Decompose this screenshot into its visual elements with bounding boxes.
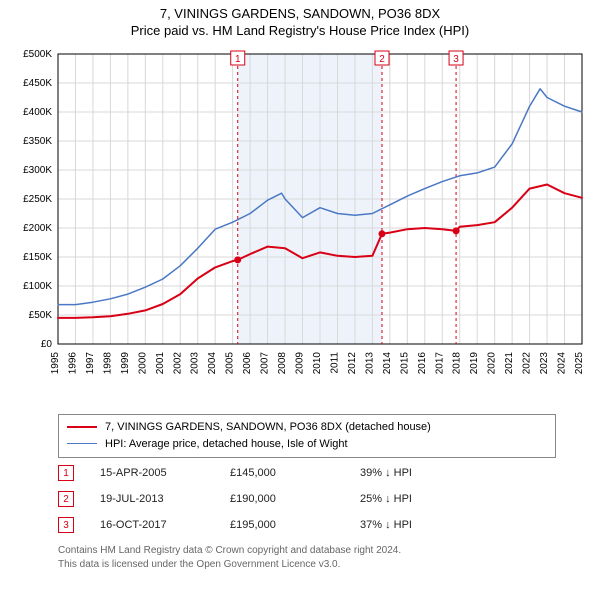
page: 7, VININGS GARDENS, SANDOWN, PO36 8DX Pr… <box>0 0 600 590</box>
legend-swatch <box>67 443 97 444</box>
x-tick-label: 1999 <box>120 352 131 375</box>
x-tick-label: 2013 <box>364 352 375 375</box>
x-tick-label: 2016 <box>417 352 428 375</box>
y-tick-label: £250K <box>23 194 52 205</box>
x-tick-label: 2004 <box>207 352 218 375</box>
x-tick-label: 2008 <box>277 352 288 375</box>
x-tick-label: 2021 <box>504 352 515 375</box>
x-tick-label: 1995 <box>50 352 61 375</box>
x-tick-label: 2022 <box>522 352 533 375</box>
title-block: 7, VININGS GARDENS, SANDOWN, PO36 8DX Pr… <box>0 0 600 38</box>
event-row: 2 19-JUL-2013£190,00025% ↓ HPI <box>58 486 470 512</box>
x-tick-label: 2010 <box>312 352 323 375</box>
y-tick-label: £350K <box>23 136 52 147</box>
x-tick-label: 2001 <box>155 352 166 375</box>
legend-row: HPI: Average price, detached house, Isle… <box>67 436 547 453</box>
y-tick-label: £400K <box>23 107 52 118</box>
x-tick-label: 2003 <box>190 352 201 375</box>
x-tick-label: 1998 <box>102 352 113 375</box>
x-tick-label: 2012 <box>347 352 358 375</box>
y-tick-label: £450K <box>23 78 52 89</box>
x-tick-label: 2006 <box>242 352 253 375</box>
events-table: 1 15-APR-2005£145,00039% ↓ HPI 2 19-JUL-201… <box>58 460 470 538</box>
x-tick-label: 2023 <box>539 352 550 375</box>
legend-swatch <box>67 426 97 428</box>
event-delta: 37% ↓ HPI <box>360 519 470 531</box>
x-tick-label: 2017 <box>434 352 445 375</box>
x-tick-label: 2011 <box>329 352 340 374</box>
sale-dot <box>379 230 386 237</box>
sale-dot <box>234 256 241 263</box>
chart: £0 £50K £100K £150K £200K £250K £300K £350K £400… <box>8 44 592 404</box>
legend-label: 7, VININGS GARDENS, SANDOWN, PO36 8DX (d… <box>105 419 431 436</box>
event-price: £145,000 <box>230 467 360 479</box>
y-tick-label: £200K <box>23 223 52 234</box>
event-marker: 3 <box>58 517 74 533</box>
y-tick-label: £150K <box>23 252 52 263</box>
event-price: £190,000 <box>230 493 360 505</box>
title-subtitle: Price paid vs. HM Land Registry's House … <box>0 23 600 38</box>
x-tick-label: 2014 <box>382 352 393 375</box>
x-tick-label: 2015 <box>399 352 410 375</box>
x-tick-label: 2018 <box>452 352 463 375</box>
x-tick-label: 2007 <box>260 352 271 375</box>
chart-svg: £0 £50K £100K £150K £200K £250K £300K £350K £400… <box>8 44 592 404</box>
event-marker: 2 <box>58 491 74 507</box>
x-tick-label: 2019 <box>469 352 480 375</box>
event-marker: 1 <box>58 465 74 481</box>
legend-row: 7, VININGS GARDENS, SANDOWN, PO36 8DX (d… <box>67 419 547 436</box>
event-date: 16-OCT-2017 <box>100 519 230 531</box>
event-date: 19-JUL-2013 <box>100 493 230 505</box>
event-row: 1 15-APR-2005£145,00039% ↓ HPI <box>58 460 470 486</box>
event-price: £195,000 <box>230 519 360 531</box>
x-tick-label: 2025 <box>574 352 585 375</box>
y-tick-label: £0 <box>41 339 53 350</box>
y-tick-label: £300K <box>23 165 52 176</box>
event-marker-number: 2 <box>379 54 385 65</box>
x-tick-label: 1996 <box>67 352 78 375</box>
y-tick-label: £100K <box>23 281 52 292</box>
event-marker-number: 1 <box>235 54 241 65</box>
x-tick-label: 1997 <box>85 352 96 375</box>
title-address: 7, VININGS GARDENS, SANDOWN, PO36 8DX <box>0 6 600 21</box>
footer-line1: Contains HM Land Registry data © Crown c… <box>58 544 401 558</box>
y-tick-label: £50K <box>29 310 53 321</box>
x-tick-label: 2002 <box>172 352 183 375</box>
y-tick-label: £500K <box>23 49 52 60</box>
sale-dot <box>453 227 460 234</box>
footer: Contains HM Land Registry data © Crown c… <box>58 544 401 571</box>
legend: 7, VININGS GARDENS, SANDOWN, PO36 8DX (d… <box>58 414 556 458</box>
legend-label: HPI: Average price, detached house, Isle… <box>105 436 348 453</box>
x-tick-label: 2009 <box>295 352 306 375</box>
x-tick-label: 2005 <box>225 352 236 375</box>
event-date: 15-APR-2005 <box>100 467 230 479</box>
footer-line2: This data is licensed under the Open Gov… <box>58 558 401 572</box>
x-tick-label: 2000 <box>137 352 148 375</box>
event-delta: 25% ↓ HPI <box>360 493 470 505</box>
event-row: 3 16-OCT-2017£195,00037% ↓ HPI <box>58 512 470 538</box>
event-delta: 39% ↓ HPI <box>360 467 470 479</box>
x-tick-label: 2020 <box>487 352 498 375</box>
event-marker-number: 3 <box>453 54 459 65</box>
x-tick-label: 2024 <box>557 352 568 375</box>
